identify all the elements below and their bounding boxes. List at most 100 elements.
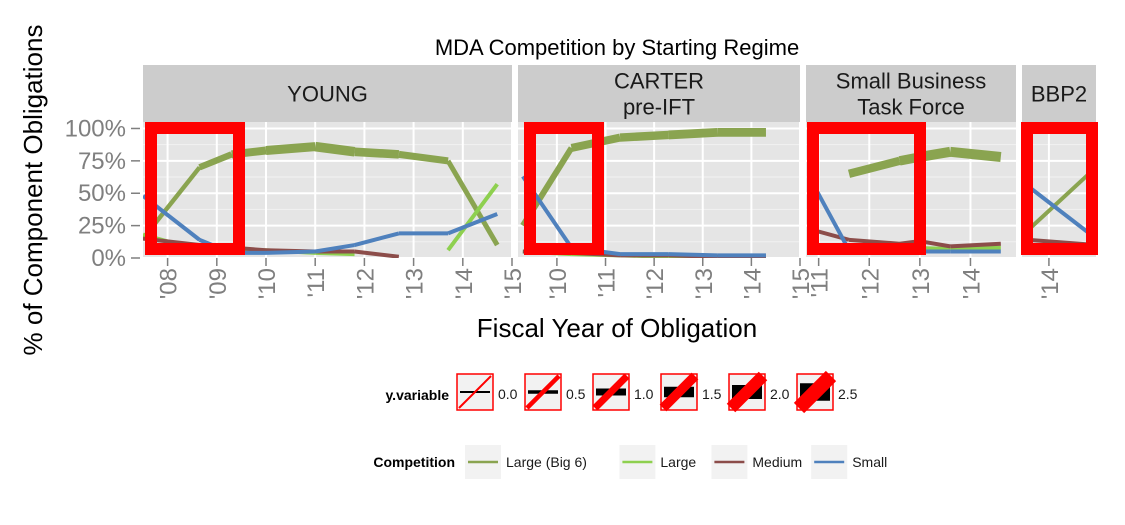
- color-legend-entry-large-big-6: Large (Big 6): [465, 445, 587, 479]
- facet-strip-label: Small Business: [836, 69, 986, 94]
- x-tick-label: '15: [500, 268, 527, 299]
- series-line-large-big-6: [198, 151, 233, 171]
- color-legend-label: Large: [660, 454, 696, 470]
- x-tick-label: '12: [642, 268, 669, 299]
- x-tick-label: '14: [958, 268, 985, 299]
- chart-title: MDA Competition by Starting Regime: [435, 35, 799, 60]
- highlight-box: [524, 122, 604, 255]
- series-line-small: [314, 243, 355, 254]
- size-legend-strike: [458, 375, 492, 409]
- size-legend-label: 1.0: [634, 386, 654, 402]
- color-legend-label: Medium: [752, 454, 802, 470]
- facet-strip-label: YOUNG: [287, 82, 368, 107]
- highlight-box: [807, 122, 926, 255]
- facet-strip-label: Task Force: [857, 95, 965, 120]
- x-tick-label: '12: [352, 268, 379, 299]
- facet-strip: [143, 65, 512, 122]
- facet-panel-bg: [518, 122, 800, 258]
- facet-strip: [806, 65, 1016, 122]
- y-tick-label: 100%: [65, 115, 126, 142]
- color-legend-entry-large: Large: [619, 445, 696, 479]
- color-legend-label: Small: [852, 454, 887, 470]
- x-tick-label: '10: [545, 268, 572, 299]
- facet-young: YOUNG '08 '09 '10 '11 '12 '13 '14 '15: [143, 65, 527, 299]
- x-tick-label: '14: [451, 268, 478, 299]
- size-legend-title: y.variable: [385, 387, 449, 403]
- size-legend-entry: 2.0: [726, 371, 790, 413]
- x-axis-title: Fiscal Year of Obligation: [477, 313, 757, 343]
- size-legend-label: 2.0: [770, 386, 790, 402]
- y-axis-title: % of Component Obligations: [18, 25, 48, 356]
- x-tick-label: '13: [908, 268, 935, 299]
- size-legend-strike: [793, 370, 837, 414]
- y-tick-label: 75%: [78, 148, 126, 175]
- highlight-box: [1021, 122, 1098, 255]
- series-line-small: [668, 252, 718, 258]
- x-tick-label: '10: [254, 268, 281, 299]
- y-tick-label: 50%: [78, 180, 126, 207]
- size-legend-strike: [659, 372, 699, 412]
- series-line-large-big-6: [314, 141, 356, 157]
- facet-strip: [518, 65, 800, 122]
- size-legend-label: 0.0: [498, 386, 518, 402]
- size-legend-label: 2.5: [838, 386, 858, 402]
- y-axis: 0% 25% 50% 75% 100%: [65, 115, 140, 272]
- series-line-large-big-6: [668, 127, 718, 140]
- size-legend-strike: [592, 373, 630, 411]
- size-legend-entry: 1.5: [659, 372, 722, 412]
- facet-strip-label: pre-IFT: [623, 95, 695, 120]
- highlight-box: [145, 122, 245, 255]
- size-legend-entry: 0.5: [524, 373, 586, 411]
- color-legend-title: Competition: [373, 454, 455, 470]
- color-legend-label: Large (Big 6): [506, 454, 587, 470]
- x-tick-label: '13: [691, 268, 718, 299]
- x-tick-label: '08: [156, 268, 183, 299]
- series-line-small: [447, 212, 498, 236]
- series-line-large-big-6: [949, 146, 1002, 162]
- facet-panels: YOUNG'08'09'10'11'12'13'14'15CARTERpre-I…: [143, 65, 1098, 299]
- x-tick-label: '14: [1037, 268, 1064, 299]
- x-tick-label: '12: [857, 268, 884, 299]
- series-line-large: [446, 182, 499, 252]
- facet-bbp2: BBP2 '14: [1022, 65, 1096, 299]
- series-line-small: [265, 249, 316, 255]
- series-line-small: [1027, 185, 1096, 241]
- facet-strip: [1022, 65, 1096, 122]
- series-line-large-big-6: [445, 159, 500, 247]
- color-legend-entry-small: Small: [811, 445, 887, 479]
- size-legend-label: 0.5: [566, 386, 586, 402]
- x-tick-label: '11: [807, 268, 834, 298]
- size-legend: y.variable 0.0 0.5 1.0 1.5 2.0 2.5: [385, 370, 858, 414]
- series-line-large-big-6: [265, 142, 316, 155]
- x-tick-label: '09: [205, 268, 232, 299]
- x-tick-label: '11: [303, 268, 330, 298]
- size-legend-label: 1.5: [702, 386, 722, 402]
- series-line-large: [950, 245, 1001, 251]
- size-legend-entry: 1.0: [592, 373, 654, 411]
- x-tick-label: '14: [739, 268, 766, 299]
- y-tick-label: 25%: [78, 213, 126, 240]
- series-line-medium: [354, 249, 400, 258]
- series-line-large-big-6: [847, 156, 901, 178]
- x-tick-label: '15: [788, 268, 815, 299]
- x-tick-label: '13: [402, 268, 429, 299]
- series-line-small: [354, 231, 400, 247]
- size-legend-strike: [525, 374, 561, 410]
- size-legend-entry: 0.0: [456, 373, 518, 411]
- series-line-large-big-6: [354, 147, 400, 159]
- series-line-large-big-6: [619, 130, 669, 142]
- size-legend-entry: 2.5: [793, 370, 858, 414]
- series-line-medium: [950, 241, 1001, 249]
- color-legend: Competition Large (Big 6) Large Medium Small: [373, 445, 887, 479]
- facet-strip-label: BBP2: [1031, 82, 1087, 107]
- color-legend-entry-medium: Medium: [711, 445, 802, 479]
- x-tick-label: '11: [594, 268, 621, 298]
- series-line-large-big-6: [398, 150, 449, 165]
- y-tick-label: 0%: [91, 245, 126, 272]
- facet-strip-label: CARTER: [614, 69, 704, 94]
- size-legend-strike: [726, 371, 768, 413]
- series-line-large-big-6: [1027, 165, 1096, 231]
